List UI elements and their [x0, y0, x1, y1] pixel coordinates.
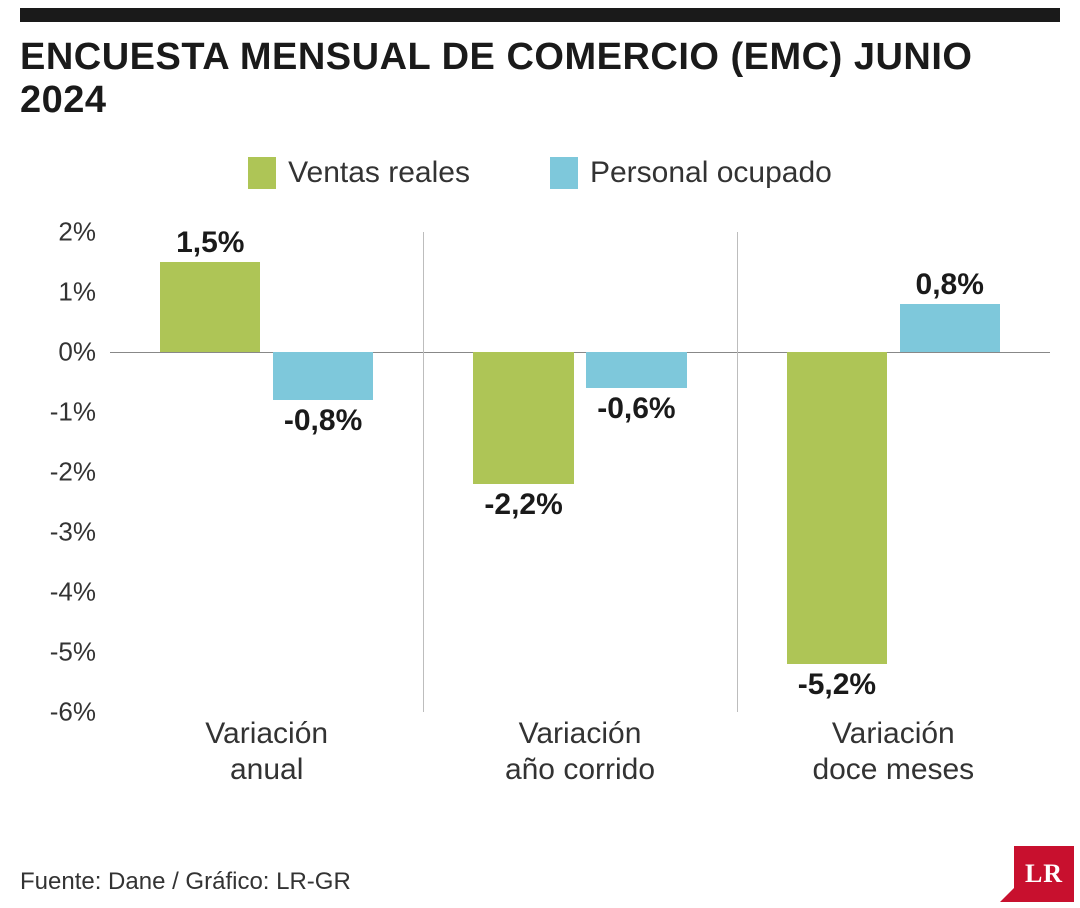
y-axis: 2%1%0%-1%-2%-3%-4%-5%-6% — [20, 232, 102, 712]
y-tick: -3% — [20, 517, 102, 548]
bar — [273, 352, 373, 400]
lr-badge: LR — [1014, 846, 1074, 902]
bar-value-label: -0,6% — [597, 392, 675, 426]
chart-area: 2%1%0%-1%-2%-3%-4%-5%-6% 1,5%-0,8%-2,2%-… — [20, 232, 1060, 792]
zero-line — [110, 352, 1050, 353]
y-tick: -5% — [20, 637, 102, 668]
y-tick: -6% — [20, 697, 102, 728]
bar-value-label: -5,2% — [798, 668, 876, 702]
x-axis-label: Variaciónaño corrido — [423, 716, 736, 788]
bar-value-label: 0,8% — [916, 268, 984, 302]
y-tick: -4% — [20, 577, 102, 608]
legend-item-ventas: Ventas reales — [248, 156, 470, 190]
bar-value-label: -0,8% — [284, 404, 362, 438]
source-footer: Fuente: Dane / Gráfico: LR-GR — [20, 868, 351, 896]
y-tick: 2% — [20, 217, 102, 248]
plot-area: 1,5%-0,8%-2,2%-0,6%-5,2%0,8% — [110, 232, 1050, 712]
group-separator — [423, 232, 424, 712]
bar — [586, 352, 686, 388]
top-rule — [20, 8, 1060, 22]
legend-item-personal: Personal ocupado — [550, 156, 832, 190]
chart-card: ENCUESTA MENSUAL DE COMERCIO (EMC) JUNIO… — [0, 8, 1080, 908]
bar — [160, 262, 260, 352]
y-tick: -2% — [20, 457, 102, 488]
group-separator — [737, 232, 738, 712]
legend: Ventas reales Personal ocupado — [20, 156, 1060, 190]
bar-value-label: -2,2% — [484, 488, 562, 522]
y-tick: 0% — [20, 337, 102, 368]
lr-badge-text: LR — [1025, 859, 1063, 889]
legend-swatch-ventas — [248, 157, 276, 189]
x-axis-label: Variacióndoce meses — [737, 716, 1050, 788]
chart-title: ENCUESTA MENSUAL DE COMERCIO (EMC) JUNIO… — [20, 36, 1060, 122]
legend-label-personal: Personal ocupado — [590, 156, 832, 190]
bar — [900, 304, 1000, 352]
x-axis-label: Variaciónanual — [110, 716, 423, 788]
bar — [787, 352, 887, 664]
y-tick: -1% — [20, 397, 102, 428]
bar-value-label: 1,5% — [176, 226, 244, 260]
bar — [473, 352, 573, 484]
x-axis-labels: VariaciónanualVariaciónaño corridoVariac… — [110, 712, 1050, 792]
y-tick: 1% — [20, 277, 102, 308]
legend-label-ventas: Ventas reales — [288, 156, 470, 190]
legend-swatch-personal — [550, 157, 578, 189]
